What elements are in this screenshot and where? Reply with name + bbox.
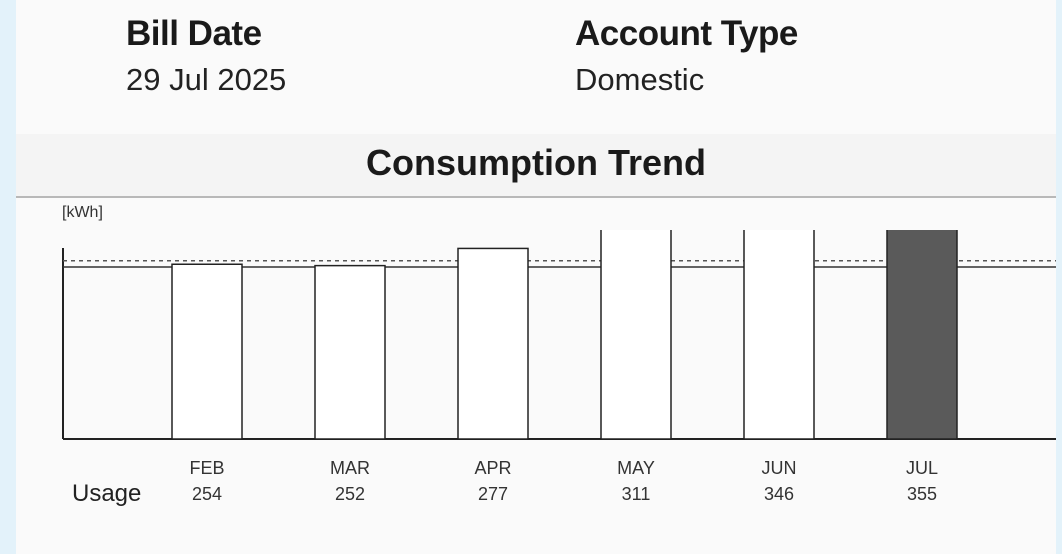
trend-header-band — [16, 134, 1056, 198]
bill-date-value: 29 Jul 2025 — [126, 62, 287, 97]
bar-jun — [743, 230, 815, 440]
usage-value-label: 346 — [763, 484, 795, 504]
bill-date-block: Bill Date 29 Jul 2025 — [126, 14, 286, 98]
bar-jul — [886, 230, 958, 440]
bar-mar — [314, 264, 386, 440]
x-tick-label: MAR — [330, 458, 370, 478]
bill-sheet: Bill Date 29 Jul 2025 Account Type Domes… — [16, 0, 1056, 554]
x-tick-label: FEB — [189, 458, 225, 478]
x-tick-label: MAY — [617, 458, 655, 478]
usage-value-label: 254 — [191, 484, 223, 504]
x-tick-label: JUL — [905, 458, 938, 478]
consumption-chart — [62, 230, 1056, 440]
y-axis-unit: [kWh] — [62, 204, 103, 221]
account-type-value: Domestic — [575, 62, 705, 97]
x-tick-label: APR — [474, 458, 512, 478]
chart-title: Consumption Trend — [366, 142, 706, 183]
account-type-label: Account Type — [575, 14, 798, 53]
usage-value-label: 311 — [621, 484, 651, 504]
usage-value-label: 252 — [334, 484, 366, 504]
usage-value-label: 277 — [477, 484, 509, 504]
usage-value-label: 355 — [906, 484, 938, 504]
account-type-block: Account Type Domestic — [575, 14, 798, 98]
usage-row-label: Usage — [72, 480, 142, 507]
bill-date-label: Bill Date — [126, 14, 262, 53]
bar-may — [600, 230, 672, 440]
x-tick-label: JUN — [761, 458, 797, 478]
bar-apr — [457, 247, 529, 440]
bar-feb — [171, 263, 243, 440]
